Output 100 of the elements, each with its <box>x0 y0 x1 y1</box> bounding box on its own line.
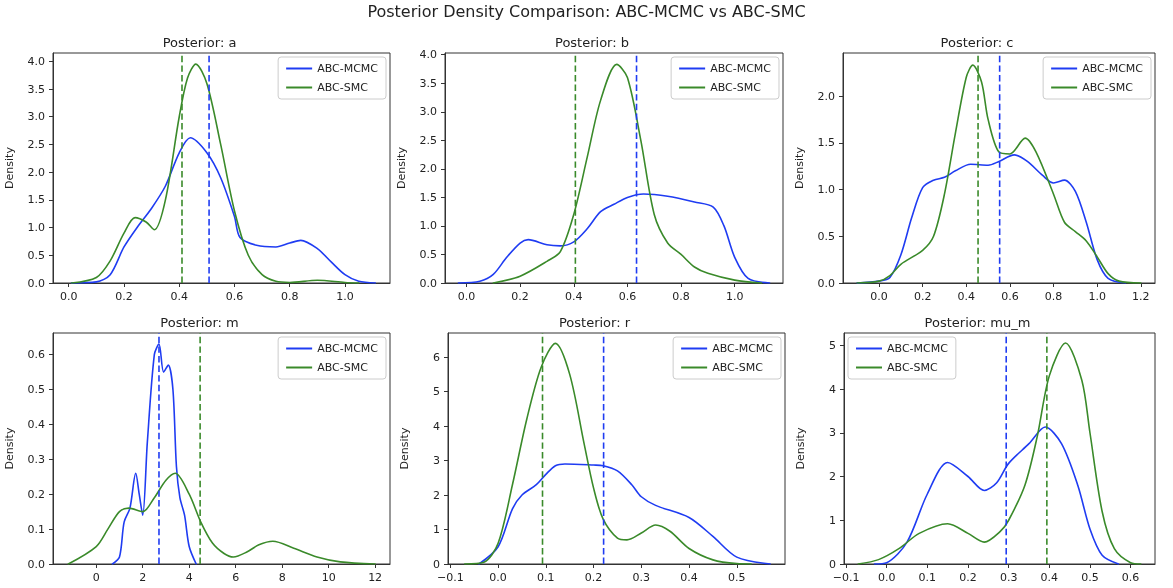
y-tick-label: 0.4 <box>27 417 45 431</box>
y-tick-label: 3.0 <box>27 110 45 124</box>
chart-title: Posterior: c <box>940 35 1014 50</box>
y-tick-label: 1.0 <box>419 219 437 233</box>
x-tick-label: 0.2 <box>115 290 133 303</box>
x-tick-label: 4 <box>185 571 193 584</box>
x-tick-label: 0.2 <box>584 571 603 584</box>
x-tick-label: 0.2 <box>511 290 529 303</box>
y-tick-label: 5 <box>433 385 440 399</box>
y-axis-title: Density <box>398 427 411 470</box>
y-tick-label: 2.0 <box>817 89 835 103</box>
x-tick-label: 0.2 <box>913 290 932 303</box>
y-tick-label: 4.0 <box>27 54 45 68</box>
y-tick-label: 1.5 <box>27 193 45 207</box>
x-tick-label: 0.8 <box>1044 290 1063 303</box>
x-tick-label: 0.4 <box>565 290 583 303</box>
y-tick-label: 2.0 <box>419 162 437 176</box>
x-tick-label: 10 <box>321 571 336 584</box>
y-tick-label: 3.5 <box>27 82 45 96</box>
y-tick-label: 5 <box>829 338 836 352</box>
y-tick-label: 4 <box>433 419 440 433</box>
x-tick-label: −0.1 <box>832 571 860 584</box>
y-tick-label: 2.0 <box>27 165 45 179</box>
x-tick-label: 0.0 <box>489 571 507 584</box>
x-tick-label: 0.5 <box>1081 571 1099 584</box>
y-tick-label: 3.0 <box>419 105 437 119</box>
x-tick-label: 0.6 <box>225 290 244 303</box>
y-tick-label: 0.1 <box>27 522 45 536</box>
x-tick-label: 0.6 <box>618 290 637 303</box>
legend-label: ABC-SMC <box>887 361 938 374</box>
x-tick-label: 1.0 <box>336 290 354 303</box>
x-tick-label: 12 <box>368 571 383 584</box>
legend-label: ABC-MCMC <box>317 62 379 75</box>
legend-label: ABC-SMC <box>710 81 762 94</box>
x-tick-label: 6 <box>232 571 240 584</box>
y-tick-label: 0.3 <box>27 452 45 466</box>
y-axis-title: Density <box>3 427 16 470</box>
chart-title: Posterior: mu_m <box>924 315 1031 330</box>
chart-title: Posterior: a <box>162 35 237 50</box>
x-tick-label: 0.4 <box>170 290 188 303</box>
x-tick-label: 1.0 <box>725 290 744 303</box>
text: Posterior Density Comparison: ABC-MCMC vs ABC-SMC <box>366 2 807 21</box>
y-tick-label: 0.0 <box>419 276 437 290</box>
y-tick-label: 0.0 <box>27 276 45 290</box>
y-tick-label: 3.5 <box>419 76 437 90</box>
y-axis-title: Density <box>794 427 807 470</box>
y-tick-label: 4 <box>829 382 836 396</box>
legend-label: ABC-MCMC <box>317 342 379 355</box>
y-tick-label: 0.5 <box>27 383 45 397</box>
y-tick-label: 1.5 <box>419 190 437 204</box>
x-tick-label: 2 <box>139 571 147 584</box>
x-tick-label: 0.0 <box>457 290 476 303</box>
y-tick-label: 0.5 <box>27 248 45 262</box>
x-tick-label: 0.0 <box>60 290 78 303</box>
y-tick-label: 2 <box>829 470 836 483</box>
y-axis-title: Density <box>3 146 16 189</box>
y-tick-label: 0.6 <box>27 348 45 362</box>
x-tick-label: 0.8 <box>280 290 299 303</box>
y-tick-label: 1.0 <box>817 183 835 196</box>
x-tick-label: 1.2 <box>1132 290 1150 303</box>
y-tick-label: 0 <box>829 557 836 571</box>
legend-label: ABC-SMC <box>317 361 369 374</box>
x-tick-label: 1.0 <box>1088 290 1106 303</box>
legend-label: ABC-SMC <box>712 361 764 374</box>
x-tick-label: 8 <box>278 571 286 584</box>
y-tick-label: 2.5 <box>27 137 45 151</box>
y-tick-label: 0 <box>433 557 440 571</box>
y-tick-label: 0.0 <box>27 557 45 571</box>
x-tick-label: 0 <box>92 571 100 584</box>
legend-label: ABC-MCMC <box>712 342 774 355</box>
x-tick-label: 0.1 <box>918 571 937 584</box>
y-tick-label: 2 <box>433 488 440 502</box>
x-tick-label: 0.1 <box>537 571 555 584</box>
x-tick-label: 0.8 <box>672 290 690 303</box>
x-tick-label: −0.1 <box>437 571 464 584</box>
y-tick-label: 3 <box>433 454 440 468</box>
y-tick-label: 1.0 <box>27 221 45 235</box>
x-tick-label: 0.3 <box>632 571 651 584</box>
legend-label: ABC-MCMC <box>710 62 772 75</box>
x-tick-label: 0.2 <box>959 571 977 584</box>
y-tick-label: 2.5 <box>419 133 437 147</box>
y-tick-label: 0.2 <box>27 487 45 501</box>
y-axis-title: Density <box>395 146 408 189</box>
y-tick-label: 0.5 <box>419 247 437 261</box>
x-tick-label: 0.6 <box>1121 571 1140 584</box>
chart-title: Posterior: b <box>555 35 629 50</box>
y-tick-label: 4.0 <box>419 48 437 62</box>
x-tick-label: 0.4 <box>680 571 698 584</box>
x-tick-label: 0.6 <box>1001 290 1019 303</box>
legend-label: ABC-SMC <box>1082 81 1134 94</box>
legend-label: ABC-MCMC <box>1082 62 1144 75</box>
chart-title: Posterior: m <box>160 315 239 330</box>
y-tick-label: 1 <box>829 513 836 527</box>
legend-label: ABC-MCMC <box>887 342 949 355</box>
y-tick-label: 3 <box>829 426 836 440</box>
x-tick-label: 0.0 <box>877 571 896 584</box>
y-tick-label: 0.0 <box>817 276 835 290</box>
chart-title: Posterior: r <box>558 315 631 330</box>
x-tick-label: 0.0 <box>870 290 888 303</box>
y-tick-label: 6 <box>433 350 440 364</box>
